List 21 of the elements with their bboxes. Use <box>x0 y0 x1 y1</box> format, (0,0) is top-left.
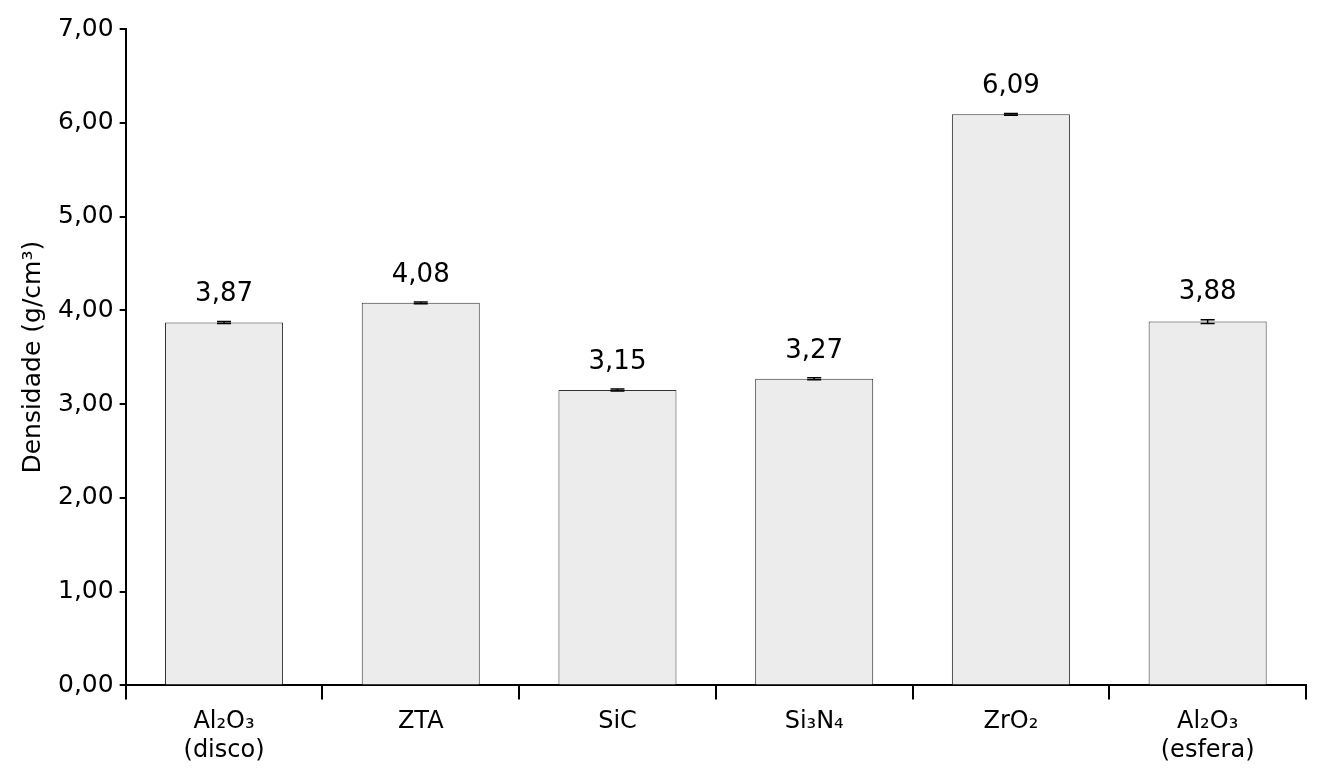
x-tick-label: ZrO₂ <box>983 706 1039 735</box>
x-tick-label: Si₃N₄ <box>784 706 844 735</box>
data-label: 3,87 <box>195 277 253 308</box>
y-tick-label: 1,00 <box>57 575 114 605</box>
x-tick-label: Al₂O₃ (disco) <box>183 706 265 763</box>
x-tick-label: SiC <box>598 706 637 735</box>
data-label: 3,15 <box>588 344 647 375</box>
x-tick-label: Al₂O₃ (esfera) <box>1160 706 1255 763</box>
data-label: 4,08 <box>391 257 450 288</box>
y-tick-label: 7,00 <box>57 12 114 42</box>
y-tick-label: 5,00 <box>57 200 114 230</box>
y-tick-label: 2,00 <box>57 481 114 511</box>
x-tick-label: ZTA <box>397 706 445 735</box>
y-tick-label: 0,00 <box>57 668 114 698</box>
data-label: 6,09 <box>981 69 1040 100</box>
y-tick-label: 4,00 <box>57 293 114 323</box>
y-tick-label: 3,00 <box>57 387 114 417</box>
y-axis-title: Densidade (g/cm³) <box>16 240 46 474</box>
data-label: 3,88 <box>1178 275 1237 306</box>
data-label: 3,27 <box>785 333 844 364</box>
y-tick-label: 6,00 <box>57 106 114 136</box>
